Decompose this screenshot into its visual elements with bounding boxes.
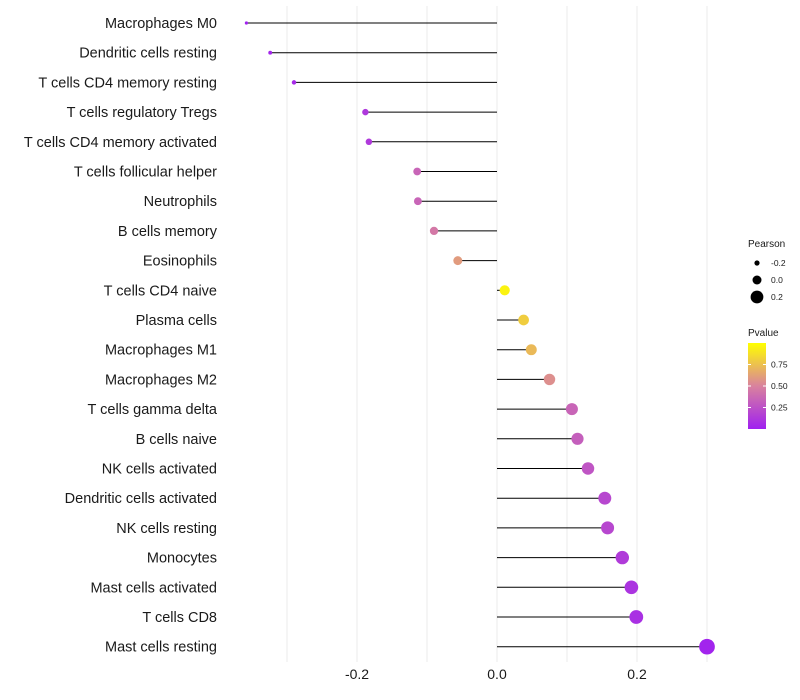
color-legend-label: 0.75 [771,360,788,370]
lollipop-dot [413,197,422,206]
x-axis-tick-labels: -0.2 0.0 0.2 [345,666,647,682]
lollipop-dot [571,432,584,445]
size-legend-label: 0.0 [771,275,783,285]
lollipop-dot [518,314,529,326]
category-label: T cells follicular helper [74,165,217,181]
size-legend-title: Pearson [748,239,785,250]
category-label: Eosinophils [143,254,217,270]
lollipop-dot [699,638,715,655]
category-label: T cells CD4 memory resting [38,75,217,91]
lollipop-dot [598,491,612,505]
lollipop-dot [268,50,273,55]
category-label: B cells naive [136,432,217,448]
lollipop-dot [365,138,373,146]
size-legend-label: 0.2 [771,292,783,302]
color-legend-title: Pvalue [748,328,779,339]
lollipop-dot [244,21,248,25]
category-label: Dendritic cells resting [79,46,217,62]
lollipop-dot [565,403,578,416]
lollipop-dot [453,256,463,266]
lollipop-dot [615,550,630,565]
lollipop-dot [413,167,422,176]
category-label: Dendritic cells activated [65,491,217,507]
lollipop-dot [629,610,644,624]
lollipop-dot [543,373,556,386]
lollipop-dot [291,80,297,85]
size-legend: -0.2 0.0 0.2 [750,258,786,304]
category-label: Mast cells resting [105,640,217,656]
category-label: T cells regulatory Tregs [67,105,217,121]
category-label: NK cells activated [102,462,217,478]
category-label: Macrophages M1 [105,343,217,359]
x-tick-label: 0.0 [487,666,507,682]
lollipop-dots [244,21,715,655]
lollipop-dot [362,108,369,116]
category-label: Mast cells activated [90,580,217,596]
x-tick-label: -0.2 [345,666,369,682]
category-label: NK cells resting [116,521,217,537]
size-legend-dot [752,275,762,285]
category-label: Macrophages M0 [105,16,217,32]
lollipop-dot [581,462,595,475]
pvalue-colorbar [748,343,766,429]
lollipop-dot [601,521,615,535]
category-label: T cells gamma delta [88,402,218,418]
lollipop-dot [525,344,537,356]
color-legend-ticks: 0.75 0.50 0.25 [748,360,788,413]
category-label: T cells CD4 naive [104,283,217,299]
size-legend-dot [750,290,764,304]
lollipop-dot [499,285,510,296]
category-label: Neutrophils [144,194,217,210]
lollipop-stems [246,22,707,648]
color-legend-label: 0.50 [771,381,788,391]
category-label: Macrophages M2 [105,372,217,388]
category-label: T cells CD8 [142,610,217,626]
category-label: Plasma cells [136,313,217,329]
category-label: Monocytes [147,551,217,567]
y-axis-category-labels: Macrophages M0 Dendritic cells resting T c… [24,16,218,656]
category-label: T cells CD4 memory activated [24,135,217,151]
gridlines [286,6,708,662]
legends: Pearson -0.2 0.0 0.2 Pvalue 0.75 0.50 0.25 [748,239,788,429]
size-legend-label: -0.2 [771,258,786,268]
x-tick-label: 0.2 [627,666,647,682]
lollipop-dot [429,226,439,236]
lollipop-dot [624,580,639,595]
color-legend-label: 0.25 [771,403,788,413]
size-legend-dot [754,260,760,266]
category-label: B cells memory [118,224,218,240]
